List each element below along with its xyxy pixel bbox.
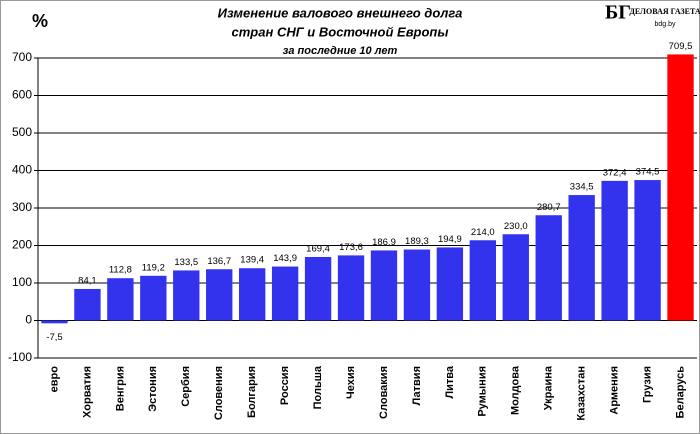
bar xyxy=(469,240,497,321)
x-tick-label: Румыния xyxy=(477,366,489,417)
bar xyxy=(601,180,628,321)
value-label: 84,1 xyxy=(78,275,97,286)
chart-title: стран СНГ и Восточной Европы xyxy=(232,24,449,39)
x-tick-label: Казахстан xyxy=(576,366,588,421)
bar xyxy=(634,180,661,321)
value-label: 133,5 xyxy=(174,257,198,268)
y-tick-label: 500 xyxy=(12,125,32,139)
bar xyxy=(107,278,134,321)
x-tick-label: Польша xyxy=(312,365,324,409)
logo-site: bdg.by xyxy=(654,21,676,28)
chart-title: Изменение валового внешнего долга xyxy=(218,5,463,20)
bar xyxy=(41,320,68,324)
logo-mark: БГ xyxy=(605,2,631,24)
x-tick-label: Армения xyxy=(609,366,621,415)
value-label: 186,9 xyxy=(372,237,396,248)
y-tick-label: 600 xyxy=(12,88,32,102)
value-label: 709,5 xyxy=(669,41,693,52)
bar xyxy=(140,275,167,321)
bar xyxy=(173,270,200,321)
value-label: 280,7 xyxy=(537,202,561,213)
value-label: 173,6 xyxy=(339,242,363,253)
value-label: 230,0 xyxy=(504,221,528,232)
bar xyxy=(403,249,431,321)
bar xyxy=(535,215,562,321)
bar xyxy=(271,266,299,321)
value-label: 214,0 xyxy=(471,227,495,238)
x-tick-label: Болгария xyxy=(246,366,258,418)
x-tick-label: Эстония xyxy=(147,366,159,412)
value-label: -7,5 xyxy=(46,332,62,343)
bar xyxy=(667,54,694,321)
y-tick-label: -100 xyxy=(8,350,32,364)
y-tick-label: 200 xyxy=(12,238,32,252)
bar xyxy=(370,250,398,321)
value-label: 334,5 xyxy=(570,182,594,193)
y-tick-label: 700 xyxy=(12,50,32,64)
value-label: 136,7 xyxy=(207,256,231,267)
x-tick-label: Хорватия xyxy=(81,366,93,418)
value-label: 143,9 xyxy=(273,253,297,264)
bar xyxy=(568,195,595,321)
x-tick-label: Словакия xyxy=(378,366,390,419)
x-tick-label: Беларусь xyxy=(674,366,686,419)
y-tick-label: 300 xyxy=(12,200,32,214)
value-label: 374,5 xyxy=(636,167,660,178)
value-label: 139,4 xyxy=(240,255,264,266)
chart-title: за последние 10 лет xyxy=(283,45,398,57)
x-tick-label: Чехия xyxy=(345,366,357,399)
bar xyxy=(502,234,529,321)
value-label: 194,9 xyxy=(438,234,462,245)
x-tick-label: Молдова xyxy=(510,365,522,415)
value-label: 169,4 xyxy=(306,243,330,254)
x-tick-label: Грузия xyxy=(641,366,653,403)
bar xyxy=(74,288,101,321)
value-label: 112,8 xyxy=(109,265,132,276)
bar xyxy=(304,256,332,321)
value-label: 119,2 xyxy=(142,262,165,273)
bar xyxy=(238,268,266,321)
y-tick-label: 100 xyxy=(12,275,32,289)
x-tick-label: евро xyxy=(48,366,60,393)
y-axis-label: % xyxy=(32,11,48,31)
bar xyxy=(206,269,233,321)
bar xyxy=(337,255,365,321)
bar xyxy=(436,247,464,321)
x-tick-label: Украина xyxy=(543,365,555,410)
y-tick-label: 400 xyxy=(12,163,32,177)
value-label: 372,4 xyxy=(603,167,627,178)
x-tick-label: Латвия xyxy=(411,366,423,405)
x-tick-label: Венгрия xyxy=(114,366,126,411)
logo-name: ДЕЛОВАЯ ГАЗЕТА xyxy=(629,7,700,16)
x-tick-label: Литва xyxy=(444,365,456,398)
x-tick-label: Сербия xyxy=(180,366,192,407)
value-label: 189,3 xyxy=(405,236,429,247)
x-tick-label: Словения xyxy=(213,366,225,420)
y-tick-label: 0 xyxy=(25,313,32,327)
x-tick-label: Россия xyxy=(279,366,291,405)
